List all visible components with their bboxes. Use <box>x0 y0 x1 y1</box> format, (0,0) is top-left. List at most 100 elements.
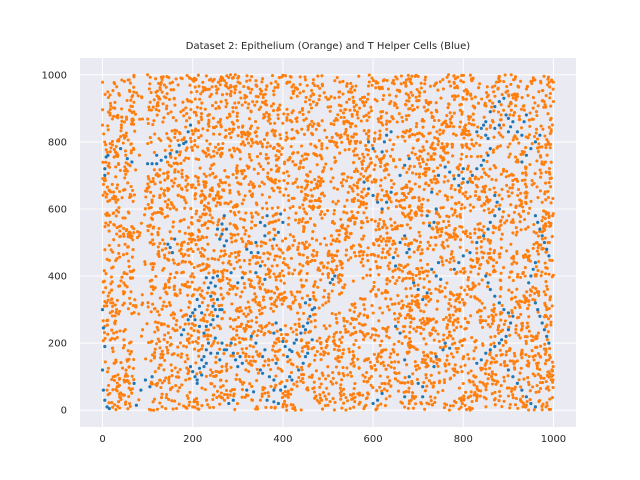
epithelium-point <box>112 375 115 378</box>
epithelium-point <box>148 108 151 111</box>
epithelium-point <box>164 96 167 99</box>
epithelium-point <box>442 121 445 124</box>
epithelium-point <box>170 149 173 152</box>
epithelium-point <box>258 185 261 188</box>
epithelium-point <box>393 312 396 315</box>
epithelium-point <box>169 336 172 339</box>
epithelium-point <box>174 157 177 160</box>
epithelium-point <box>548 241 551 244</box>
epithelium-point <box>125 116 128 119</box>
epithelium-point <box>223 169 226 172</box>
epithelium-point <box>541 89 544 92</box>
epithelium-point <box>263 264 266 267</box>
epithelium-point <box>353 400 356 403</box>
epithelium-point <box>205 139 208 142</box>
epithelium-point <box>427 320 430 323</box>
epithelium-point <box>273 258 276 261</box>
epithelium-point <box>481 326 484 329</box>
epithelium-point <box>150 340 153 343</box>
epithelium-point <box>447 302 450 305</box>
epithelium-point <box>296 151 299 154</box>
epithelium-point <box>450 253 453 256</box>
epithelium-point <box>337 274 340 277</box>
epithelium-point <box>517 213 520 216</box>
epithelium-point <box>493 186 496 189</box>
epithelium-point <box>394 318 397 321</box>
epithelium-point <box>503 323 506 326</box>
epithelium-point <box>267 257 270 260</box>
epithelium-point <box>261 145 264 148</box>
epithelium-point <box>354 339 357 342</box>
epithelium-point <box>234 73 237 76</box>
epithelium-point <box>245 347 248 350</box>
epithelium-point <box>173 293 176 296</box>
epithelium-point <box>386 389 389 392</box>
epithelium-point <box>452 404 455 407</box>
epithelium-point <box>101 108 104 111</box>
epithelium-point <box>352 354 355 357</box>
epithelium-point <box>319 342 322 345</box>
epithelium-point <box>526 400 529 403</box>
epithelium-point <box>325 387 328 390</box>
epithelium-point <box>432 248 435 251</box>
epithelium-point <box>368 74 371 77</box>
epithelium-point <box>177 194 180 197</box>
epithelium-point <box>366 332 369 335</box>
epithelium-point <box>427 184 430 187</box>
epithelium-point <box>526 359 529 362</box>
epithelium-point <box>367 357 370 360</box>
epithelium-point <box>190 186 193 189</box>
epithelium-point <box>402 130 405 133</box>
epithelium-point <box>228 255 231 258</box>
epithelium-point <box>370 218 373 221</box>
epithelium-point <box>273 291 276 294</box>
epithelium-point <box>402 325 405 328</box>
epithelium-point <box>549 105 552 108</box>
epithelium-point <box>460 406 463 409</box>
epithelium-point <box>515 300 518 303</box>
epithelium-point <box>109 301 112 304</box>
epithelium-point <box>488 367 491 370</box>
epithelium-point <box>491 382 494 385</box>
epithelium-point <box>130 392 133 395</box>
epithelium-point <box>285 405 288 408</box>
epithelium-point <box>229 90 232 93</box>
epithelium-point <box>352 365 355 368</box>
epithelium-point <box>437 332 440 335</box>
epithelium-point <box>367 149 370 152</box>
epithelium-point <box>528 133 531 136</box>
epithelium-point <box>498 194 501 197</box>
epithelium-point <box>325 327 328 330</box>
epithelium-point <box>365 132 368 135</box>
epithelium-point <box>512 279 515 282</box>
epithelium-point <box>443 402 446 405</box>
epithelium-point <box>476 134 479 137</box>
epithelium-point <box>104 213 107 216</box>
epithelium-point <box>290 96 293 99</box>
epithelium-point <box>151 123 154 126</box>
epithelium-point <box>331 200 334 203</box>
epithelium-point <box>550 378 553 381</box>
epithelium-point <box>273 407 276 410</box>
epithelium-point <box>535 128 538 131</box>
epithelium-point <box>115 214 118 217</box>
epithelium-point <box>216 223 219 226</box>
epithelium-point <box>188 116 191 119</box>
epithelium-point <box>250 138 253 141</box>
epithelium-point <box>548 167 551 170</box>
epithelium-point <box>107 224 110 227</box>
epithelium-point <box>315 251 318 254</box>
epithelium-point <box>420 214 423 217</box>
epithelium-point <box>199 107 202 110</box>
epithelium-point <box>461 298 464 301</box>
epithelium-point <box>506 374 509 377</box>
epithelium-point <box>544 293 547 296</box>
epithelium-point <box>405 84 408 87</box>
epithelium-point <box>237 134 240 137</box>
epithelium-point <box>207 328 210 331</box>
epithelium-point <box>346 199 349 202</box>
epithelium-point <box>200 115 203 118</box>
epithelium-point <box>338 240 341 243</box>
epithelium-point <box>332 212 335 215</box>
epithelium-point <box>351 96 354 99</box>
